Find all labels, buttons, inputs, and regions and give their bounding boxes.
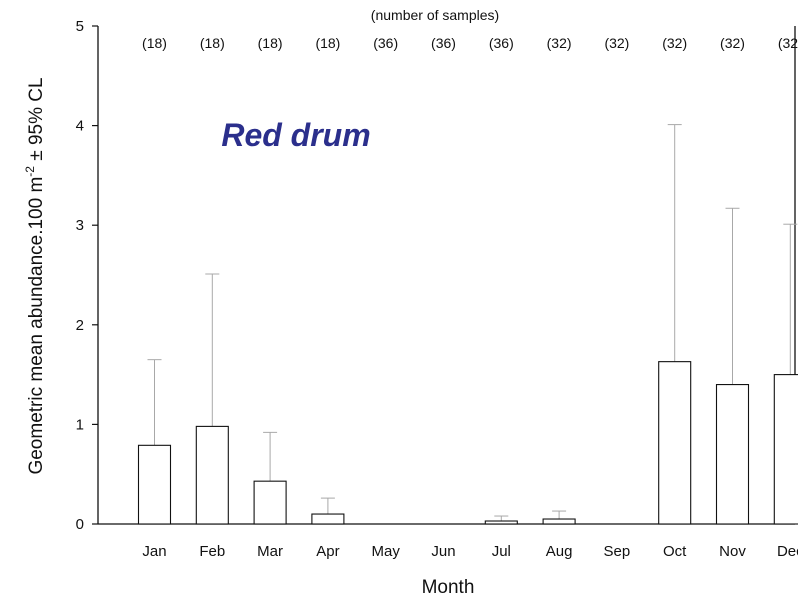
sample-count-label: (32) [662,35,687,51]
sample-count-label: (32) [720,35,745,51]
sample-count-label: (32) [778,35,798,51]
sample-count-label: (32) [547,35,572,51]
sample-count-label: (18) [200,35,225,51]
bar [253,480,287,525]
x-axis-ticks: Jan Feb Mar Apr May Jun Jul Aug Sep Oct Nov Dec [142,543,798,560]
sample-count-label: (18) [258,35,283,51]
bar [311,513,345,525]
sample-count-label: (18) [142,35,167,51]
species-annotation: Red drum [221,117,370,153]
x-tick-label: Mar [257,543,283,560]
x-tick-label: Nov [719,543,746,560]
x-tick-label: Jan [142,543,166,560]
bar [658,361,692,525]
bar [773,374,798,525]
sample-count-labels: (18) (18) (18) (18) (36) (36) (36) (32) (32) (32)… [142,35,798,51]
x-tick-label: Sep [604,543,631,560]
x-tick-label: Jun [431,543,455,560]
x-axis-title: Month [422,577,475,598]
x-tick-label: Apr [316,543,339,560]
x-tick-label: Feb [199,543,225,560]
bar [137,444,172,525]
y-tick-label: 4 [76,118,84,135]
sample-count-label: (18) [315,35,340,51]
bars [137,361,798,525]
sample-count-header: (number of samples) [371,7,499,23]
bar [715,384,750,525]
y-tick-label: 5 [76,18,84,35]
y-axis-title: Geometric mean abundance.100 m-2 ± 95% C… [23,77,47,474]
x-tick-label: Dec [777,543,798,560]
y-axis-ticks: 0 1 2 3 4 5 [76,18,98,533]
x-tick-label: Oct [663,543,687,560]
sample-count-label: (32) [604,35,629,51]
bar [484,520,518,525]
sample-count-label: (36) [373,35,398,51]
x-tick-label: May [372,543,401,560]
sample-count-label: (36) [431,35,456,51]
bar [542,518,576,525]
y-tick-label: 0 [76,516,84,533]
bar [195,425,229,525]
y-tick-label: 1 [76,416,84,433]
y-tick-label: 2 [76,317,84,334]
x-tick-label: Aug [546,543,573,560]
error-bars [147,124,798,524]
sample-count-label: (36) [489,35,514,51]
x-tick-label: Jul [492,543,511,560]
y-tick-label: 3 [76,217,84,234]
